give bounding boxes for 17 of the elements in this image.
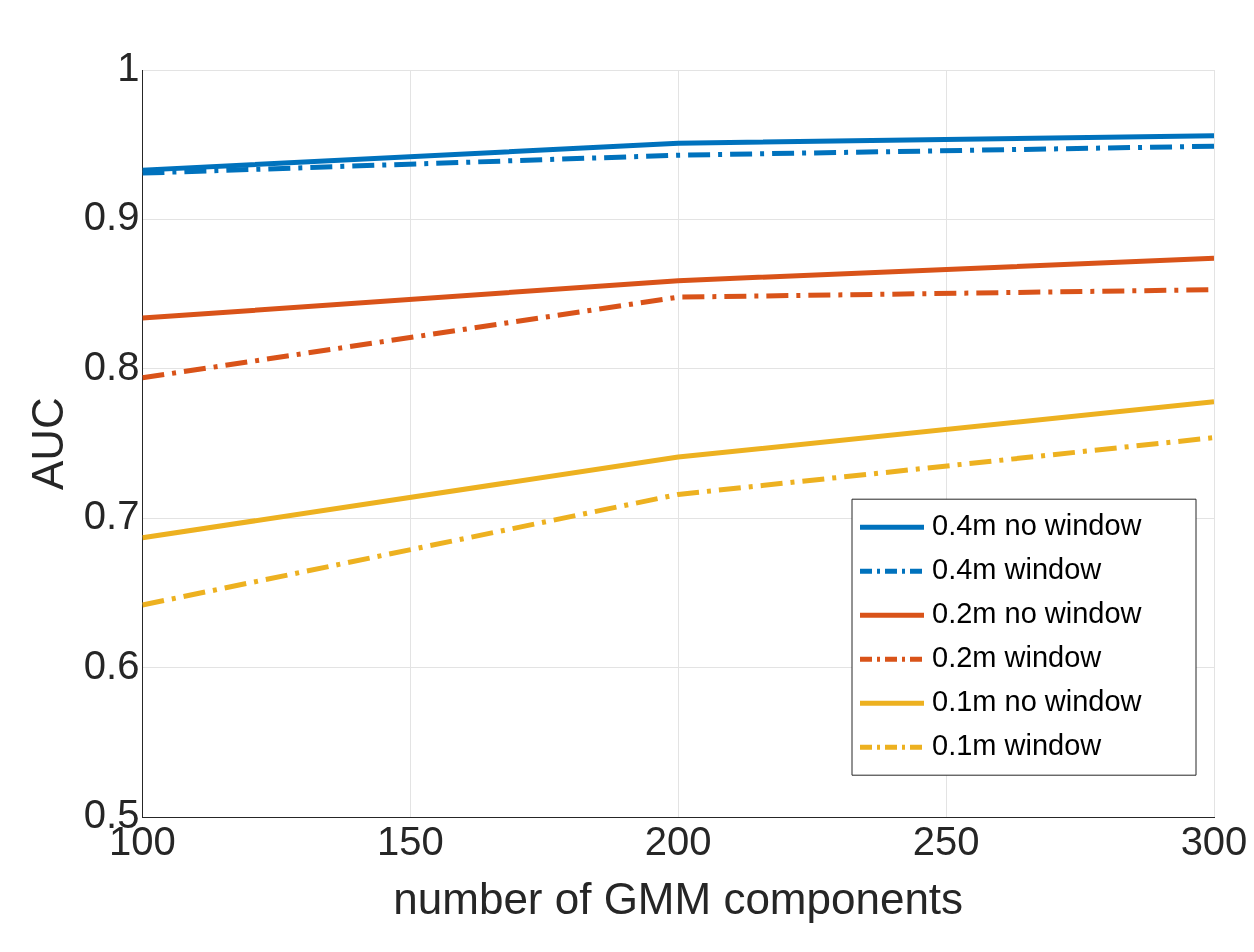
y-tick-label: 0.8 (83, 343, 140, 388)
y-axis-title: AUC (22, 397, 72, 491)
legend-label: 0.4m window (932, 553, 1103, 586)
x-tick-label: 300 (1180, 819, 1248, 864)
legend-label: 0.2m no window (932, 597, 1143, 630)
legend-label: 0.4m no window (932, 509, 1143, 542)
y-tick-label: 0.7 (83, 493, 140, 538)
y-tick-label: 1 (117, 45, 140, 90)
y-tick-label: 0.9 (83, 194, 140, 239)
x-axis-title: number of GMM components (393, 873, 964, 923)
y-tick-label: 0.6 (83, 642, 140, 687)
x-tick-label: 150 (376, 819, 444, 864)
legend-label: 0.1m window (932, 729, 1103, 762)
legend-label: 0.1m no window (932, 685, 1143, 718)
x-tick-label: 250 (912, 819, 980, 864)
x-tick-label: 200 (644, 819, 712, 864)
legend-label: 0.2m window (932, 641, 1103, 674)
